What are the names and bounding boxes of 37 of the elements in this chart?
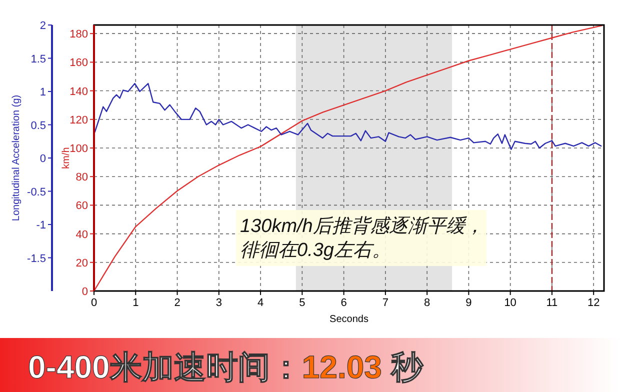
text: 0-400米加速时间：12.03 秒 [28, 349, 424, 385]
annotation: 130km/h后推背感逐渐平缓， [240, 216, 484, 237]
y-tick-label: 140 [70, 86, 88, 98]
annotation: 徘徊在0.3g左右。 [240, 240, 391, 261]
y-tick-label: 180 [70, 28, 88, 41]
x-axis-title: Seconds [330, 314, 368, 325]
y2-axis-title: Longitudinal Acceleration (g) [11, 94, 22, 222]
y2-tick-label: 1.5 [30, 53, 46, 66]
x-tick-label: 12 [587, 297, 600, 309]
y-tick-label: 80 [76, 172, 88, 184]
x-tick-label: 6 [340, 297, 347, 309]
x-tick-label: 2 [174, 297, 180, 309]
y2-tick-label: 2 [40, 20, 46, 32]
x-tick-label: 11 [546, 297, 558, 309]
x-tick-label: 7 [382, 297, 388, 309]
y-tick-label: 0 [82, 286, 88, 298]
x-tick-label: 0 [90, 297, 98, 309]
y-tick-label: 40 [76, 228, 88, 241]
x-tick-label: 1 [132, 297, 139, 309]
y2-tick-label: -1.5 [27, 252, 46, 265]
y-tick-label: 20 [76, 257, 88, 270]
x-tick-label: 10 [504, 297, 516, 309]
x-tick-label: 8 [424, 297, 430, 309]
y-tick-label: 60 [76, 200, 88, 212]
y-axis-title: km/h [61, 147, 72, 169]
x-tick-label: 3 [216, 297, 222, 309]
y2-tick-label: -1 [36, 220, 46, 232]
y-tick-label: 100 [70, 142, 88, 155]
y-tick-label: 120 [70, 114, 88, 126]
y2-tick-label: -0.5 [27, 186, 46, 198]
y2-tick-label: 0 [40, 153, 46, 165]
x-tick-label: 4 [257, 297, 264, 309]
y-tick-label: 160 [70, 57, 88, 70]
y2-tick-label: 0.5 [30, 120, 46, 132]
y2-tick-label: 1 [40, 86, 46, 98]
x-tick-label: 9 [466, 297, 472, 309]
x-tick-label: 5 [299, 297, 306, 309]
